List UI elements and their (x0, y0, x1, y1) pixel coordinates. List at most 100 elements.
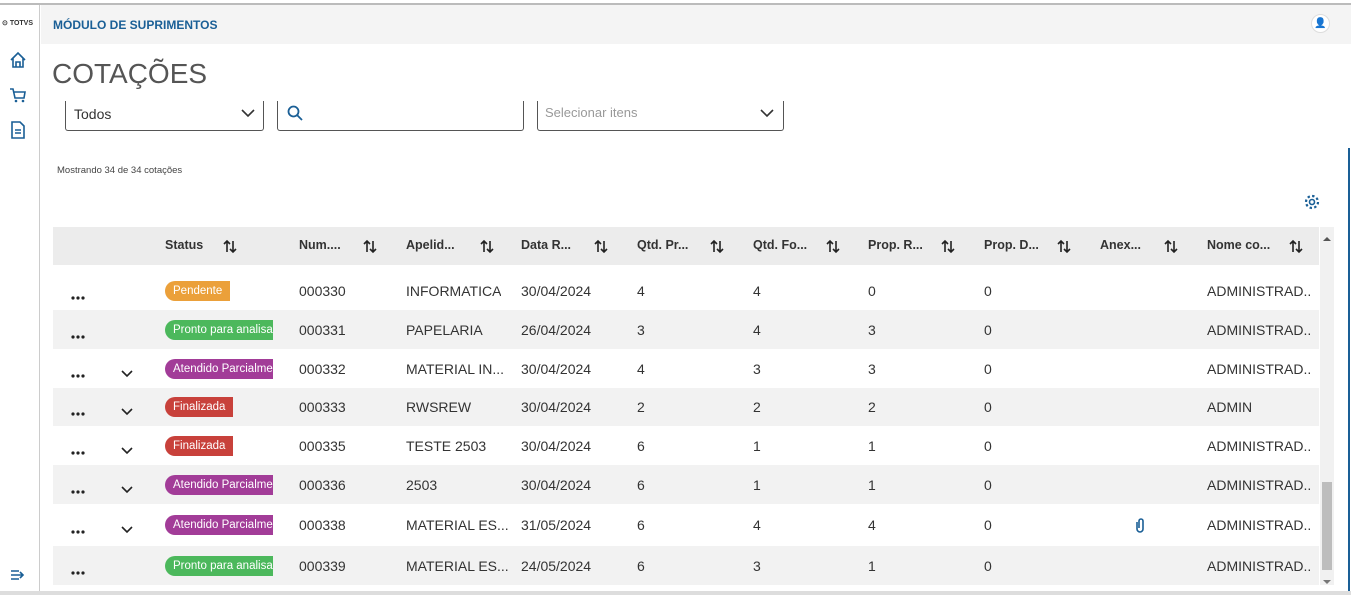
expand-chevron[interactable] (121, 365, 133, 383)
cell-prop-r: 0 (868, 283, 876, 299)
row-actions[interactable] (71, 443, 85, 461)
row-actions[interactable] (71, 482, 85, 500)
cell-qtd-pr: 6 (637, 557, 645, 574)
cell-qtd-fo: 1 (753, 437, 761, 454)
column-header: Num.... (299, 238, 341, 252)
cell-prop-d: 0 (984, 557, 992, 574)
cell-prop-d: 0 (984, 360, 992, 377)
items-select[interactable]: Selecionar itens (537, 101, 784, 131)
scroll-up[interactable] (1322, 230, 1332, 248)
sort-icon[interactable] (1164, 239, 1178, 259)
cell-qtd-pr: 6 (637, 476, 645, 493)
expand-chevron[interactable] (121, 442, 133, 460)
sort-icon[interactable] (826, 239, 840, 259)
header: MÓDULO DE SUPRIMENTOS 👤 (41, 5, 1351, 44)
cell-prop-r: 4 (868, 517, 876, 533)
cell-prop-r: 1 (868, 476, 876, 493)
bottom-border (0, 591, 1351, 595)
cell-data: 30/04/2024 (521, 283, 592, 299)
cell-qtd-pr: 4 (637, 360, 645, 377)
cell-data: 30/04/2024 (521, 360, 592, 377)
status-pill: Pendente (165, 281, 231, 301)
cell-data: 24/05/2024 (521, 557, 592, 574)
chevron (241, 109, 255, 118)
cell-qtd-fo: 4 (753, 283, 761, 299)
cell-prop-d: 0 (984, 283, 992, 299)
expand-chevron[interactable] (121, 481, 133, 499)
scroll-down[interactable] (1322, 573, 1332, 585)
logo-text: TOTVS (9, 20, 34, 27)
sort-icon[interactable] (363, 239, 377, 259)
attachment-icon[interactable] (1133, 517, 1147, 539)
cell-apelido: PAPELARIA (406, 321, 483, 338)
page-scroll-indicator (1348, 148, 1350, 591)
cell-apelido: MATERIAL IN... (406, 360, 505, 377)
cell-num: 000335 (299, 437, 346, 454)
expand-chevron[interactable] (121, 403, 133, 421)
cell-data: 30/04/2024 (521, 476, 592, 493)
cell-nome: ADMINISTRAD... (1207, 437, 1312, 454)
cell-prop-r: 1 (868, 557, 876, 574)
home-icon[interactable] (9, 51, 27, 69)
cell-num: 000333 (299, 399, 346, 415)
cell-num: 000332 (299, 360, 346, 377)
scrollbar[interactable] (1320, 227, 1334, 585)
search-input[interactable] (277, 101, 524, 131)
cell-num: 000330 (299, 283, 346, 299)
column-header: Qtd. Fo... (753, 238, 808, 252)
sort-icon[interactable] (1057, 239, 1071, 259)
cell-apelido: INFORMATICA (406, 283, 502, 299)
column-header: Prop. R... (868, 238, 923, 252)
status-pill: Finalizada (165, 397, 234, 417)
result-count: Mostrando 34 de 34 cotações (57, 165, 183, 176)
cell-qtd-pr: 3 (637, 321, 645, 338)
cell-prop-d: 0 (984, 399, 992, 415)
sort-icon[interactable] (480, 239, 494, 259)
cell-prop-d: 0 (984, 437, 992, 454)
sort-icon[interactable] (223, 239, 237, 259)
cell-qtd-pr: 4 (637, 283, 645, 299)
status-select[interactable]: Todos (65, 101, 264, 131)
sort-icon[interactable] (1289, 239, 1303, 259)
cart-icon[interactable] (9, 86, 27, 104)
cell-qtd-pr: 6 (637, 437, 645, 454)
cell-apelido: TESTE 2503 (406, 437, 487, 454)
sort-icon[interactable] (710, 239, 724, 259)
cell-qtd-fo: 4 (753, 321, 761, 338)
cell-nome: ADMINISTRAD... (1207, 517, 1312, 533)
sort-icon[interactable] (941, 239, 955, 259)
column-header: Apelid... (406, 238, 455, 252)
scroll-thumb[interactable] (1322, 482, 1332, 570)
status-pill: Atendido Parcialmente (165, 358, 273, 379)
cell-nome: ADMINISTRAD... (1207, 283, 1312, 299)
table-row (53, 388, 1319, 426)
collapse-icon[interactable] (9, 567, 27, 583)
doc-icon[interactable] (9, 121, 27, 139)
module-name: MÓDULO DE SUPRIMENTOS (53, 18, 218, 32)
row-actions[interactable] (71, 288, 85, 306)
cell-qtd-fo: 3 (753, 557, 761, 574)
status-pill: Pronto para analisar (165, 555, 273, 576)
cell-num: 000338 (299, 517, 346, 533)
sort-icon[interactable] (594, 239, 608, 259)
settings-icon[interactable] (1303, 193, 1321, 211)
status-value: Todos (74, 106, 112, 122)
cell-data: 26/04/2024 (521, 321, 592, 338)
status-pill: Finalizada (165, 435, 234, 456)
column-header: Status (165, 238, 204, 252)
top-border (0, 0, 1351, 5)
cell-apelido: 2503 (406, 476, 438, 493)
table-header (53, 227, 1319, 265)
row-actions[interactable] (71, 522, 85, 540)
cell-apelido: MATERIAL ES... (406, 557, 509, 574)
cell-qtd-fo: 2 (753, 399, 761, 415)
row-actions[interactable] (71, 404, 85, 422)
status-pill: Pronto para analisar (165, 319, 273, 340)
row-actions[interactable] (71, 327, 85, 345)
cell-qtd-fo: 1 (753, 476, 761, 493)
row-actions[interactable] (71, 563, 85, 581)
row-actions[interactable] (71, 366, 85, 384)
user-avatar[interactable]: 👤 (1311, 14, 1330, 33)
cell-prop-r: 3 (868, 321, 876, 338)
expand-chevron[interactable] (121, 521, 133, 539)
